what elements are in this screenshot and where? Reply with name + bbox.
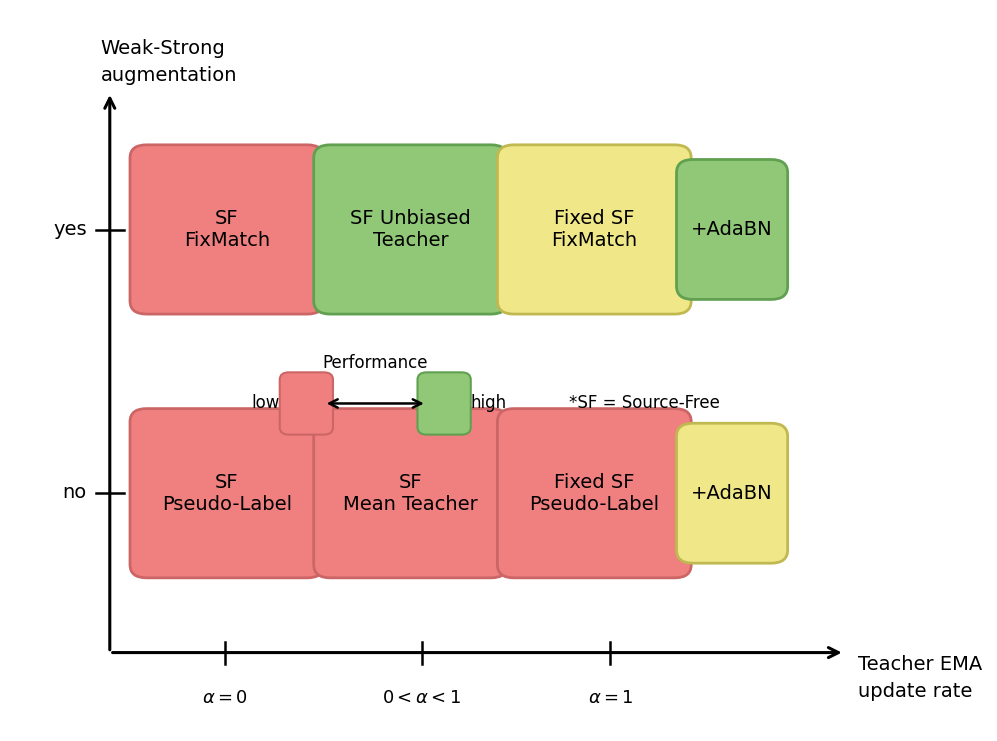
Text: SF
FixMatch: SF FixMatch	[183, 209, 270, 250]
Text: Fixed SF
FixMatch: Fixed SF FixMatch	[551, 209, 637, 250]
Text: $0 < \alpha < 1$: $0 < \alpha < 1$	[383, 689, 462, 707]
FancyBboxPatch shape	[280, 372, 333, 435]
Text: Fixed SF
Pseudo-Label: Fixed SF Pseudo-Label	[529, 473, 659, 514]
Text: $\alpha = 1$: $\alpha = 1$	[587, 689, 633, 707]
Text: yes: yes	[53, 220, 87, 239]
Text: high: high	[471, 394, 506, 413]
Text: SF
Pseudo-Label: SF Pseudo-Label	[162, 473, 292, 514]
FancyBboxPatch shape	[418, 372, 471, 435]
FancyBboxPatch shape	[498, 408, 691, 578]
FancyBboxPatch shape	[677, 159, 788, 299]
FancyBboxPatch shape	[498, 144, 691, 314]
Text: low: low	[251, 394, 280, 413]
Text: SF Unbiased
Teacher: SF Unbiased Teacher	[350, 209, 471, 250]
FancyBboxPatch shape	[314, 144, 507, 314]
FancyBboxPatch shape	[130, 144, 324, 314]
Text: +AdaBN: +AdaBN	[691, 220, 773, 239]
FancyBboxPatch shape	[314, 408, 507, 578]
Text: SF
Mean Teacher: SF Mean Teacher	[343, 473, 478, 514]
FancyBboxPatch shape	[130, 408, 324, 578]
Text: Weak-Strong
augmentation: Weak-Strong augmentation	[101, 39, 237, 84]
Text: no: no	[63, 483, 87, 502]
Text: +AdaBN: +AdaBN	[691, 484, 773, 502]
Text: $\alpha = 0$: $\alpha = 0$	[201, 689, 247, 707]
Text: Teacher EMA
update rate: Teacher EMA update rate	[858, 656, 983, 701]
Text: Performance: Performance	[322, 354, 428, 372]
Text: *SF = Source-Free: *SF = Source-Free	[569, 394, 720, 413]
FancyBboxPatch shape	[677, 423, 788, 563]
